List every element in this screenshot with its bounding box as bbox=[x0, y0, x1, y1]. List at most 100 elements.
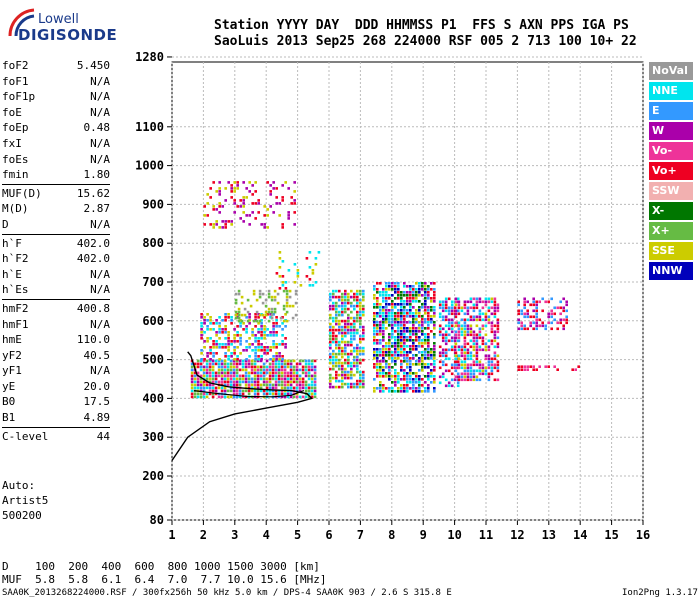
echo-point bbox=[379, 339, 382, 342]
echo-point bbox=[347, 364, 350, 368]
echo-point bbox=[353, 307, 356, 311]
echo-point bbox=[412, 300, 415, 303]
echo-point bbox=[254, 202, 257, 205]
echo-point bbox=[332, 295, 335, 299]
echo-point bbox=[270, 310, 274, 314]
echo-point bbox=[262, 389, 266, 393]
echo-point bbox=[450, 336, 454, 340]
echo-point bbox=[444, 318, 448, 322]
echo-point bbox=[206, 352, 209, 355]
echo-point bbox=[421, 363, 424, 366]
echo-point bbox=[373, 288, 376, 291]
echo-point bbox=[335, 343, 338, 347]
echo-point bbox=[388, 309, 391, 312]
echo-point bbox=[382, 318, 385, 321]
echo-point bbox=[280, 383, 284, 387]
echo-point bbox=[214, 377, 218, 381]
echo-point bbox=[388, 345, 391, 348]
echo-point bbox=[265, 389, 269, 393]
echo-point bbox=[397, 354, 400, 357]
echo-point bbox=[332, 340, 335, 344]
echo-point bbox=[311, 284, 315, 287]
echo-point bbox=[307, 362, 311, 366]
echo-point bbox=[438, 300, 442, 304]
echo-point bbox=[239, 325, 242, 328]
echo-point bbox=[454, 333, 458, 337]
echo-point bbox=[400, 324, 403, 327]
echo-point bbox=[269, 334, 272, 337]
echo-point bbox=[275, 346, 278, 349]
echo-point bbox=[238, 362, 242, 366]
echo-point bbox=[220, 374, 224, 378]
echo-point bbox=[241, 377, 245, 381]
echo-point bbox=[418, 294, 421, 297]
echo-point bbox=[269, 349, 272, 352]
echo-point bbox=[313, 377, 317, 381]
echo-point bbox=[224, 325, 227, 328]
echo-point bbox=[275, 331, 278, 334]
echo-point bbox=[382, 336, 385, 339]
echo-point bbox=[301, 386, 305, 390]
param-value: 402.0 bbox=[76, 252, 110, 266]
echo-point bbox=[406, 285, 409, 288]
echo-point bbox=[218, 193, 221, 196]
echo-point bbox=[475, 306, 479, 310]
echo-point bbox=[347, 307, 350, 311]
echo-point bbox=[356, 382, 359, 386]
echo-point bbox=[304, 362, 308, 366]
echo-point bbox=[373, 285, 376, 288]
echo-point bbox=[456, 372, 460, 376]
echo-point bbox=[463, 354, 467, 358]
legend-item-nnw: NNW bbox=[649, 262, 693, 280]
echo-point bbox=[350, 328, 353, 332]
echo-point bbox=[226, 365, 230, 369]
echo-point bbox=[341, 313, 344, 317]
echo-point bbox=[472, 345, 476, 349]
echo-point bbox=[481, 369, 485, 373]
echo-point bbox=[490, 342, 494, 346]
echo-point bbox=[394, 291, 397, 294]
echo-point bbox=[559, 300, 562, 304]
echo-point bbox=[456, 381, 460, 385]
echo-point bbox=[350, 325, 353, 329]
echo-point bbox=[291, 304, 295, 308]
echo-point bbox=[454, 321, 458, 325]
echo-point bbox=[478, 345, 482, 349]
echo-point bbox=[379, 294, 382, 297]
echo-point bbox=[236, 181, 239, 184]
echo-point bbox=[376, 291, 379, 294]
echo-point bbox=[227, 316, 230, 319]
echo-point bbox=[454, 300, 458, 304]
echo-point bbox=[496, 327, 500, 331]
echo-point bbox=[403, 357, 406, 360]
echo-point bbox=[220, 395, 224, 399]
echo-point bbox=[424, 318, 427, 321]
echo-point bbox=[271, 383, 275, 387]
param-value: N/A bbox=[90, 90, 110, 104]
echo-point bbox=[338, 310, 341, 314]
echo-point bbox=[271, 368, 275, 372]
echo-point bbox=[278, 287, 282, 290]
echo-point bbox=[412, 318, 415, 321]
echo-point bbox=[274, 374, 278, 378]
auto-scaling-info: Auto: Artist5 500200 bbox=[2, 478, 48, 523]
echo-point bbox=[329, 337, 332, 341]
echo-point bbox=[247, 359, 251, 363]
echo-point bbox=[444, 330, 448, 334]
echo-point bbox=[253, 365, 257, 369]
echo-point bbox=[547, 321, 550, 325]
echo-point bbox=[218, 343, 221, 346]
echo-point bbox=[421, 351, 424, 354]
echo-point bbox=[388, 378, 391, 381]
echo-point bbox=[394, 285, 397, 288]
echo-point bbox=[481, 300, 485, 304]
echo-point bbox=[260, 223, 263, 226]
echo-point bbox=[487, 315, 491, 319]
echo-point bbox=[409, 387, 412, 390]
param-value: 44 bbox=[96, 429, 110, 443]
echo-point bbox=[250, 389, 254, 393]
echo-point bbox=[283, 374, 287, 378]
echo-point bbox=[466, 324, 470, 328]
echo-point bbox=[421, 288, 424, 291]
echo-point bbox=[478, 369, 482, 373]
